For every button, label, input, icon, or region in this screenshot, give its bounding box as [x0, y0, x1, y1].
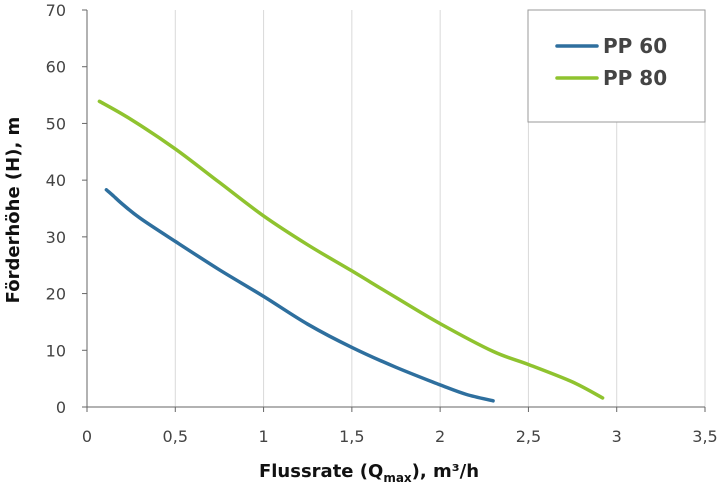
- legend-entry-pp80: PP 80: [555, 66, 667, 90]
- series-line-pp80: [97, 99, 605, 400]
- legend-label-pp60: PP 60: [603, 34, 667, 58]
- y-tick-label: 50: [46, 114, 66, 133]
- x-axis-title-rest: ), m³/h: [412, 461, 479, 482]
- y-tick-label: 30: [46, 228, 66, 247]
- x-tick-labels: 0 0,5 1 1,5 2 2,5 3 3,5: [82, 427, 718, 446]
- x-axis-title-main: Flussrate (Q: [259, 461, 383, 482]
- x-axis-title: Flussrate (Qmax), m³/h: [259, 461, 479, 485]
- y-axis-title: Förderhöhe (H), m: [3, 117, 24, 304]
- y-tick-label: 10: [46, 341, 66, 360]
- series-lines: [97, 99, 605, 403]
- x-tick-label: 2,5: [516, 427, 541, 446]
- x-tick-label: 3: [612, 427, 622, 446]
- legend-label-pp80: PP 80: [603, 66, 667, 90]
- y-tick-labels: 0 10 20 30 40 50 60 70: [46, 1, 66, 417]
- x-tick-label: 1: [258, 427, 268, 446]
- axes: [82, 9, 706, 412]
- x-axis-title-subscript: max: [383, 471, 412, 485]
- y-tick-label: 40: [46, 171, 66, 190]
- series-line-pp60: [104, 188, 495, 403]
- y-tick-label: 70: [46, 1, 66, 20]
- x-tick-label: 3,5: [692, 427, 717, 446]
- y-tick-label: 60: [46, 58, 66, 77]
- x-tick-label: 0,5: [163, 427, 188, 446]
- y-tick-label: 0: [56, 398, 66, 417]
- x-tick-label: 2: [435, 427, 445, 446]
- x-tick-label: 1,5: [339, 427, 364, 446]
- legend-entry-pp60: PP 60: [555, 34, 667, 58]
- x-tick-label: 0: [82, 427, 92, 446]
- y-tick-label: 20: [46, 285, 66, 304]
- legend-box: [527, 9, 706, 123]
